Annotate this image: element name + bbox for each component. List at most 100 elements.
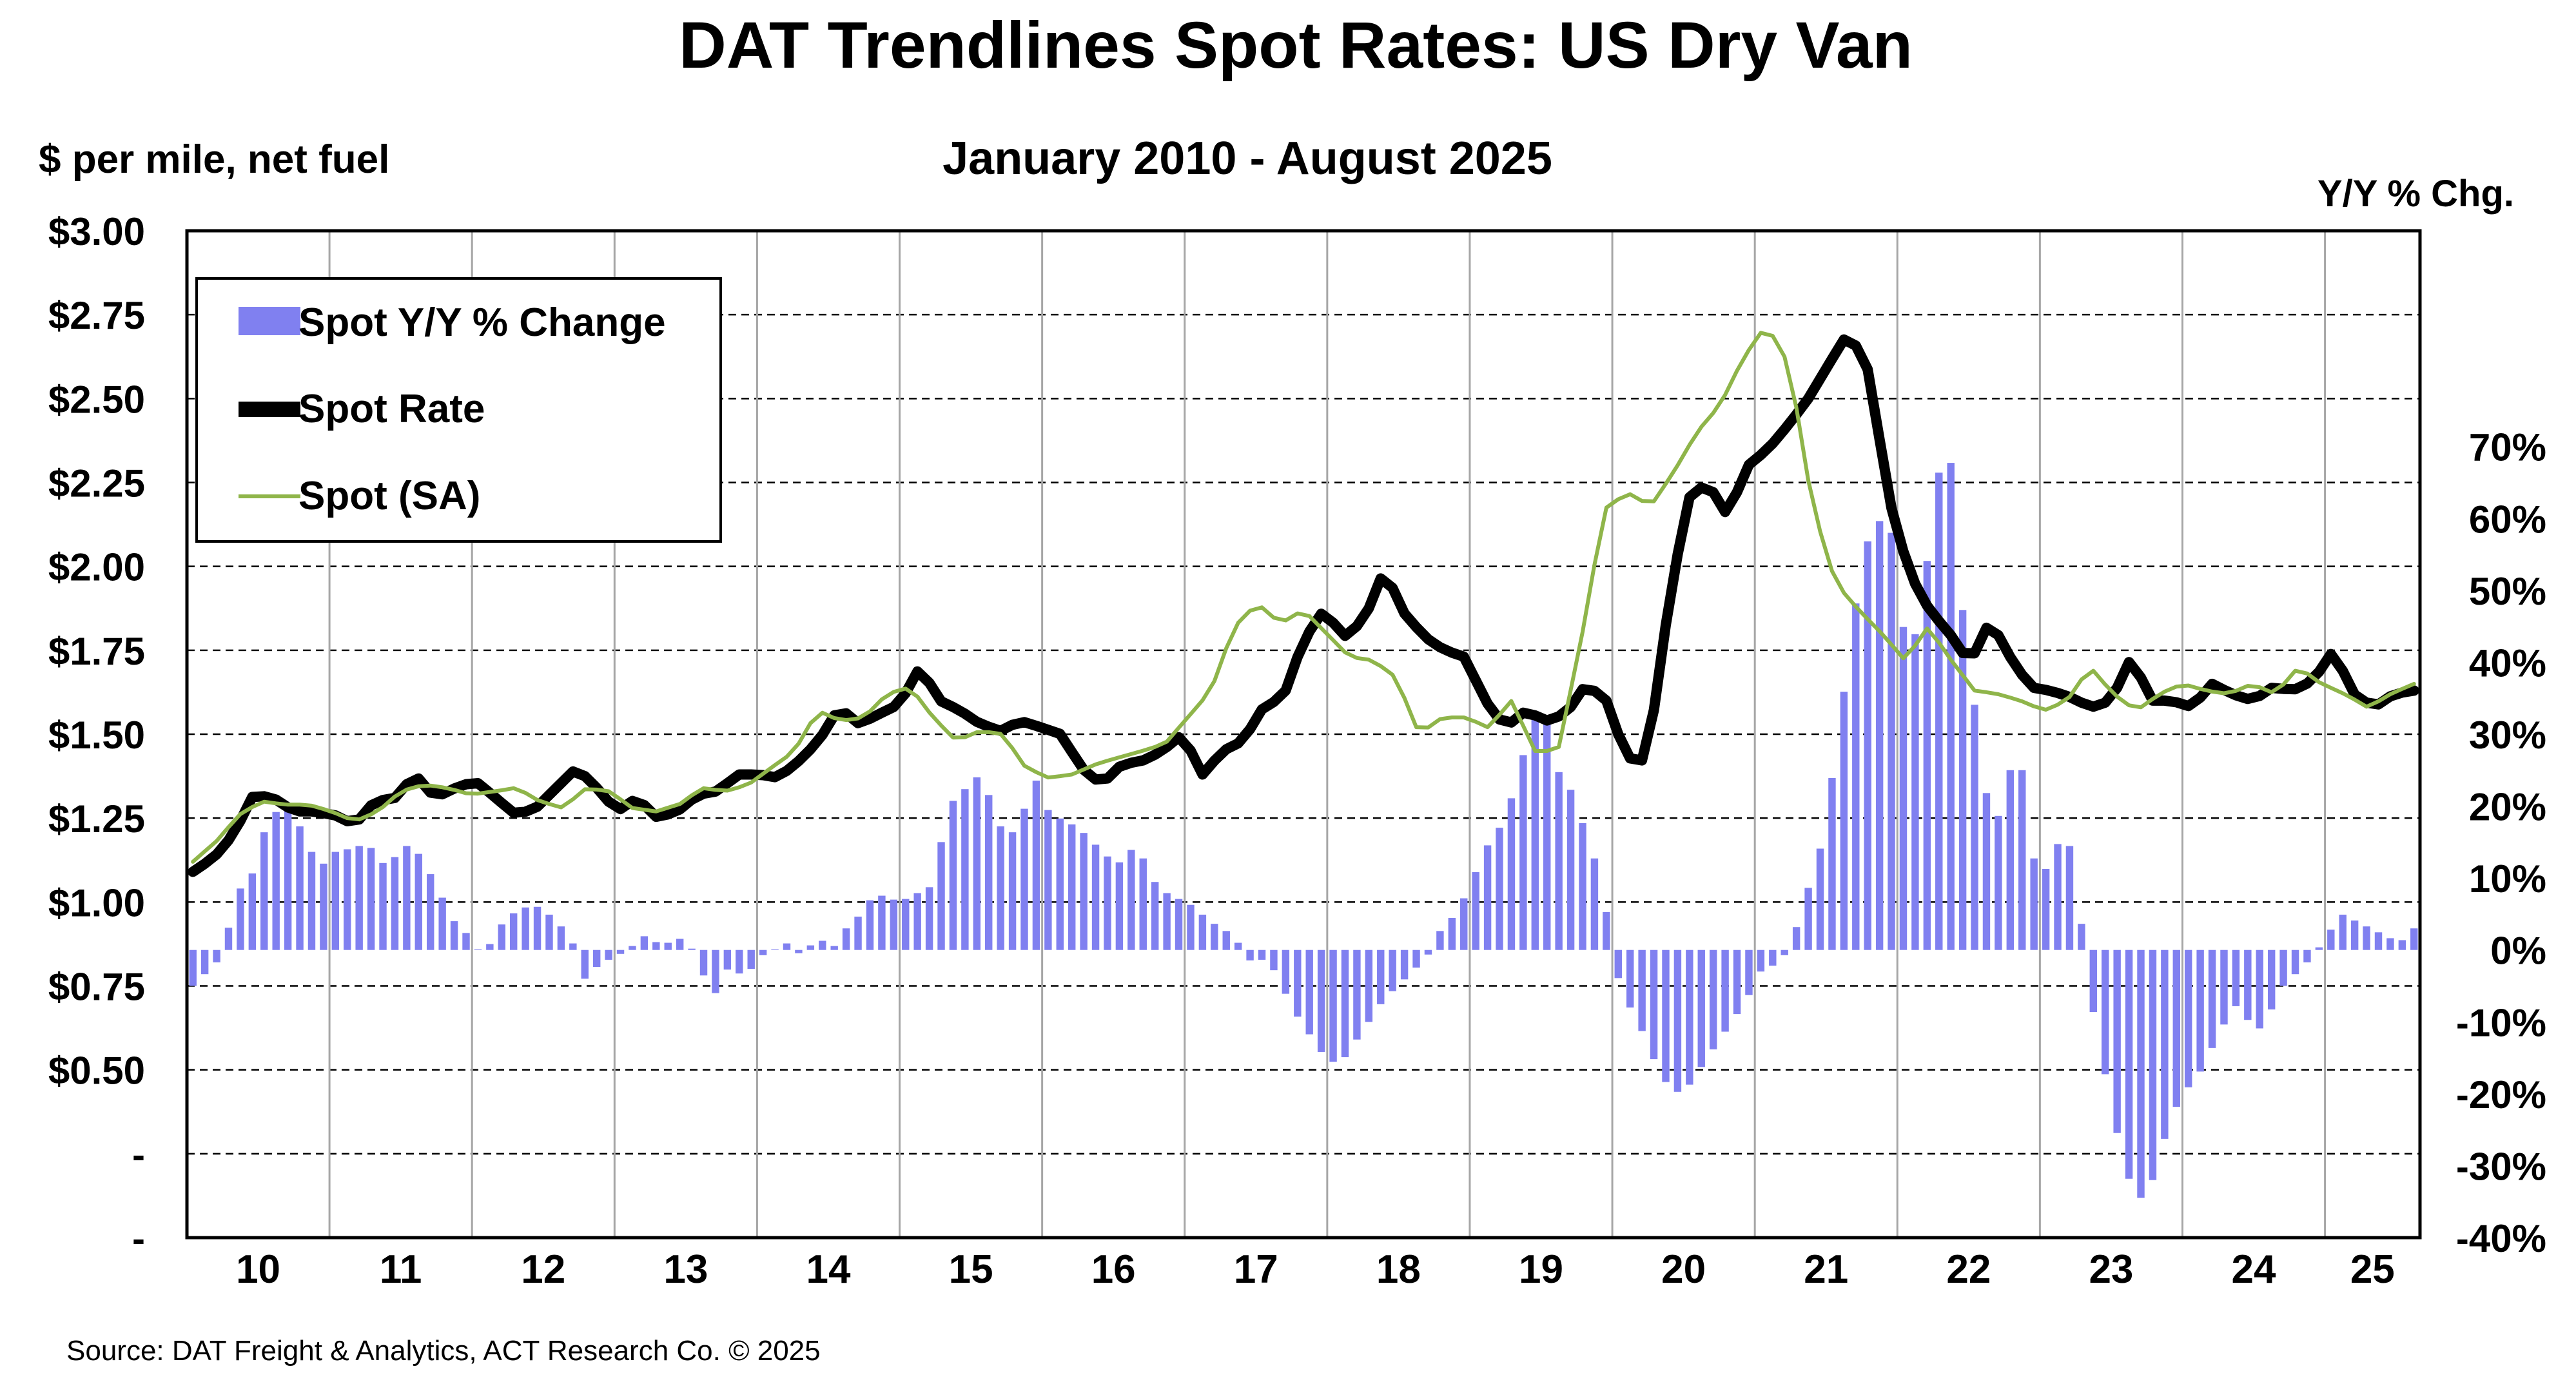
- x-tick-label: 21: [1804, 1247, 1848, 1292]
- yoy-bar: [1828, 777, 1836, 950]
- yoy-bar: [2161, 949, 2169, 1139]
- yoy-bar: [213, 949, 220, 962]
- left-tick-label: $2.25: [48, 462, 145, 505]
- yoy-bar: [1424, 949, 1432, 955]
- yoy-bar: [1519, 755, 1527, 950]
- x-tick-label: 25: [2350, 1247, 2395, 1292]
- spot-rate-line: [188, 334, 2419, 877]
- yoy-bar: [2208, 949, 2216, 1048]
- yoy-bar: [1020, 808, 1028, 950]
- yoy-bar: [272, 812, 280, 950]
- yoy-bar: [581, 949, 589, 979]
- yoy-bar: [320, 863, 327, 950]
- yoy-bar: [248, 873, 257, 950]
- yoy-bar: [462, 933, 470, 950]
- right-tick-label: -10%: [2456, 1001, 2546, 1044]
- yoy-bar: [1816, 848, 1824, 950]
- yoy-bar: [925, 887, 933, 950]
- yoy-bar: [237, 888, 244, 950]
- yoy-bar: [2196, 949, 2204, 1072]
- yoy-bar: [2244, 949, 2252, 1020]
- yoy-bar: [2149, 949, 2157, 1180]
- chart-title: DAT Trendlines Spot Rates: US Dry Van: [679, 8, 1913, 82]
- yoy-bar: [1603, 911, 1610, 950]
- yoy-bar: [2125, 949, 2133, 1179]
- yoy-bars: [189, 463, 2418, 1198]
- chart-subtitle: January 2010 - August 2025: [942, 133, 1552, 184]
- yoy-bar: [379, 862, 387, 950]
- left-tick-label: $2.00: [48, 546, 145, 589]
- left-tick-label: $2.50: [48, 378, 145, 421]
- plot-area-frame: [185, 229, 2422, 1240]
- left-tick-label: $2.75: [48, 294, 145, 337]
- yoy-bar: [2172, 949, 2180, 1107]
- yoy-bar: [2363, 926, 2370, 950]
- yoy-bar: [1935, 472, 1943, 950]
- yoy-bar: [498, 924, 505, 950]
- yoy-bar: [1246, 949, 1254, 960]
- x-tick-label: 23: [2089, 1247, 2133, 1292]
- left-tick-label: $1.25: [48, 797, 145, 841]
- yoy-bar: [2018, 770, 2026, 950]
- yoy-bar: [1686, 949, 1693, 1085]
- yoy-bar: [1888, 532, 1895, 950]
- yoy-bar: [2078, 924, 2085, 950]
- yoy-bar: [759, 949, 767, 955]
- yoy-bar: [1412, 949, 1420, 968]
- yoy-bar: [652, 942, 660, 950]
- yoy-bar: [391, 857, 399, 950]
- yoy-bar: [1958, 610, 1967, 950]
- yoy-bar: [367, 848, 375, 950]
- yoy-bar: [1294, 949, 1302, 1017]
- right-tick-label: -40%: [2456, 1217, 2546, 1260]
- yoy-bar: [2350, 920, 2359, 950]
- yoy-bar: [1234, 942, 1242, 950]
- yoy-bar: [878, 895, 886, 950]
- yoy-bar: [664, 942, 672, 950]
- yoy-bar: [1590, 858, 1599, 950]
- yoy-bar: [1341, 949, 1349, 1058]
- yoy-bar: [2267, 949, 2276, 1010]
- yoy-bar: [771, 949, 779, 950]
- yoy-bar: [592, 949, 601, 968]
- yoy-bar: [1448, 918, 1456, 950]
- yoy-bar: [854, 916, 862, 950]
- yoy-bar: [200, 949, 209, 975]
- yoy-bar: [1804, 888, 1812, 950]
- left-tick-label: $0.50: [48, 1049, 145, 1093]
- yoy-bar: [1709, 949, 1717, 1049]
- legend-label-yoy: Spot Y/Y % Change: [298, 300, 666, 345]
- yoy-bar: [1496, 828, 1503, 950]
- yoy-bar: [474, 949, 482, 950]
- yoy-bar: [747, 949, 755, 969]
- yoy-bar: [2137, 949, 2145, 1198]
- legend: Spot Y/Y % Change Spot Rate Spot (SA): [195, 277, 722, 543]
- yoy-bar: [1614, 949, 1622, 979]
- yoy-bar: [1650, 949, 1658, 1060]
- yoy-bar: [557, 926, 565, 950]
- yoy-bar: [1032, 781, 1040, 950]
- yoy-bar: [1626, 949, 1634, 1008]
- yoy-bar: [1792, 927, 1800, 950]
- yoy-bar: [1566, 790, 1575, 950]
- yoy-bar: [783, 943, 791, 950]
- yoy-bar: [533, 906, 542, 950]
- spot-sa-line: [191, 331, 2416, 864]
- yoy-bar: [2220, 949, 2228, 1025]
- yoy-bar: [1282, 949, 1290, 994]
- yoy-bar: [830, 946, 838, 950]
- x-axis-ticks: 10 11 12 13 14 15 16 17 18 19 20 21 22 23 24 25: [236, 1247, 2395, 1292]
- yoy-bar: [806, 945, 815, 950]
- left-axis-ticks: $3.00 $2.75 $2.50 $2.25 $2.00 $1.75 $1.50 $1.25…: [48, 210, 145, 1260]
- yoy-bar: [1721, 949, 1729, 1032]
- yoy-bar: [2256, 949, 2263, 1029]
- x-tick-label: 20: [1661, 1247, 1706, 1292]
- yoy-bar: [605, 949, 612, 960]
- yoy-bar: [1673, 949, 1682, 1092]
- yoy-bar: [2113, 949, 2121, 1133]
- yoy-bar: [949, 801, 957, 950]
- rate-lines: [188, 331, 2419, 877]
- yoy-bar: [331, 852, 340, 950]
- yoy-bar: [224, 928, 233, 950]
